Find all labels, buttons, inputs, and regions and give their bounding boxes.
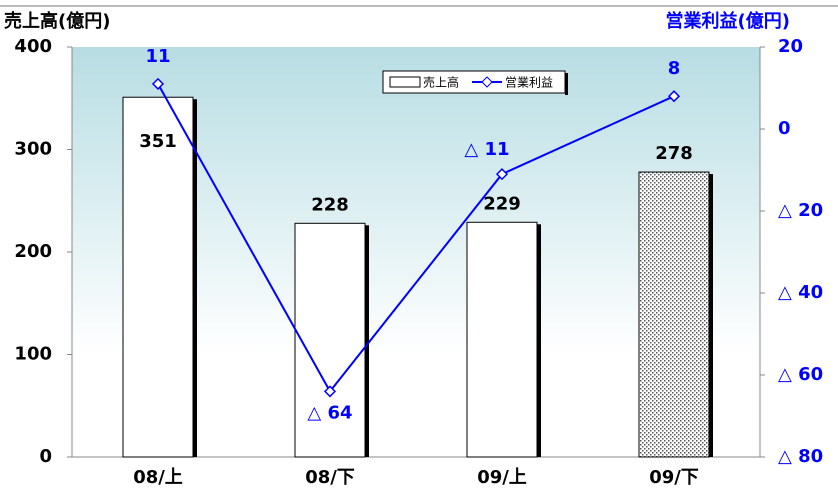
bar-shadow (365, 225, 369, 457)
y2-tick-label: 0 (778, 118, 791, 139)
y2-axis-title: 営業利益(億円) (666, 10, 790, 32)
bar-value-label: 229 (483, 193, 521, 214)
legend-marker (481, 76, 493, 88)
bar-value-label: 228 (311, 194, 349, 215)
bar (466, 221, 538, 458)
y2-tick-label: 20 (778, 36, 803, 57)
line-marker (667, 90, 681, 103)
x-tick-label: 09/下 (649, 467, 699, 488)
bar-shadow (709, 174, 713, 458)
legend: 売上高 営業利益 (382, 70, 568, 95)
legend-label: 営業利益 (505, 76, 553, 90)
y-tick-label: 100 (14, 344, 52, 365)
y2-tick-label: △ 80 (778, 446, 823, 467)
bar (638, 171, 710, 458)
bar-shadow (193, 99, 197, 457)
line-marker (151, 77, 165, 90)
bar-value-label: 278 (655, 143, 693, 164)
line-value-label: 11 (145, 46, 170, 67)
line-value-label: 8 (668, 58, 681, 79)
line-marker (495, 168, 509, 181)
y-tick-label: 200 (14, 241, 52, 262)
legend-label: 売上高 (423, 75, 459, 90)
legend-swatch (389, 76, 421, 88)
x-tick-label: 09/上 (477, 467, 527, 488)
y-tick-label: 0 (39, 446, 52, 467)
bar (122, 96, 194, 458)
y2-tick-label: △ 20 (778, 200, 823, 221)
x-tick-label: 08/下 (305, 467, 355, 488)
bar-shadow (537, 224, 541, 457)
y-tick-label: 300 (14, 139, 52, 160)
bar-value-label: 351 (139, 131, 177, 152)
y2-tick-label: △ 40 (778, 282, 823, 303)
y2-tick-label: △ 60 (778, 364, 823, 385)
x-tick-label: 08/上 (133, 467, 183, 488)
line-value-label: △ 64 (307, 402, 352, 423)
line (157, 83, 675, 394)
y-tick-label: 400 (14, 36, 52, 57)
legend-shadow (565, 73, 568, 95)
line-value-label: △ 11 (464, 139, 509, 160)
y-axis-title: 売上高(億円) (4, 10, 110, 32)
bar (294, 222, 366, 458)
line-marker (323, 385, 337, 398)
